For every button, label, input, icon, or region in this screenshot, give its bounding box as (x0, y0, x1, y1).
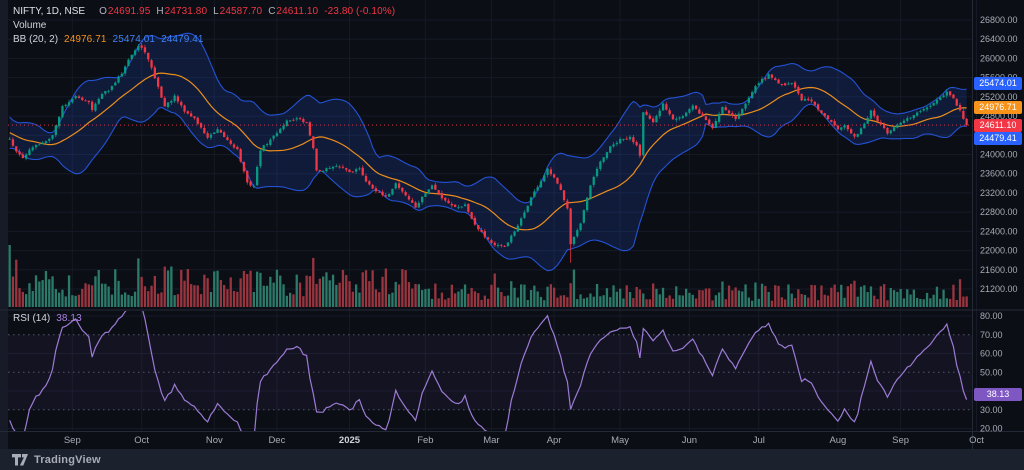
svg-text:30.00: 30.00 (980, 405, 1003, 415)
bb-basis-badge: 24976.71 (974, 101, 1022, 115)
bb-upper-value: 25474.01 (112, 34, 156, 45)
tradingview-brand-text[interactable]: TradingView (34, 453, 101, 466)
symbol-legend-row[interactable]: NIFTY, 1D, NSE O 24691.95 H 24731.80 L 2… (13, 5, 395, 18)
svg-text:24800.00: 24800.00 (980, 111, 1018, 121)
svg-text:Apr: Apr (547, 435, 562, 446)
svg-text:25200.00: 25200.00 (980, 92, 1018, 102)
svg-text:22000.00: 22000.00 (980, 246, 1018, 256)
svg-text:60.00: 60.00 (980, 349, 1003, 359)
svg-text:Sep: Sep (892, 435, 909, 446)
svg-text:20.00: 20.00 (980, 424, 1003, 434)
bb-basis-value: 24976.71 (64, 34, 107, 45)
rsi-value-badge: 38.13 (974, 388, 1022, 401)
low-label: L (213, 6, 219, 17)
svg-text:Feb: Feb (417, 435, 433, 446)
close-label: C (268, 6, 276, 17)
svg-text:80.00: 80.00 (980, 311, 1003, 321)
svg-text:70.00: 70.00 (980, 330, 1003, 340)
price-axis-labels[interactable]: 26800.0026400.0026000.0025600.0025200.00… (980, 15, 1018, 294)
svg-text:22800.00: 22800.00 (980, 207, 1018, 217)
svg-text:26800.00: 26800.00 (980, 15, 1018, 25)
svg-text:Mar: Mar (483, 435, 499, 446)
svg-text:23200.00: 23200.00 (980, 188, 1018, 198)
volume-bars-group (8, 245, 968, 307)
bb-upper-badge: 25474.01 (974, 77, 1022, 91)
footer-bar: TradingView (0, 449, 1024, 470)
symbol-title: NIFTY, 1D, NSE (13, 6, 86, 17)
open-label: O (99, 6, 107, 17)
svg-text:May: May (611, 435, 629, 446)
bollinger-upper-line (9, 32, 967, 204)
svg-text:21600.00: 21600.00 (980, 265, 1018, 275)
svg-text:26000.00: 26000.00 (980, 53, 1018, 63)
candles-group (8, 42, 968, 263)
svg-text:Aug: Aug (829, 435, 846, 446)
chart-canvas[interactable]: 26800.0026400.0026000.0025600.0025200.00… (0, 0, 1024, 449)
tradingview-logo-icon[interactable] (12, 453, 28, 466)
svg-text:23600.00: 23600.00 (980, 169, 1018, 179)
low-value: 24587.70 (219, 6, 263, 17)
volume-label: Volume (13, 20, 47, 31)
svg-text:Jul: Jul (753, 435, 765, 446)
time-axis-labels[interactable]: Sep Oct Nov Dec 2025 Feb Mar Apr May Jun Jul Aug Sep… (64, 435, 984, 446)
rsi-value: 38.13 (56, 312, 82, 324)
svg-text:Jun: Jun (682, 435, 697, 446)
rsi-label: RSI (14) (13, 312, 51, 324)
rsi-line (9, 311, 968, 431)
bollinger-band (9, 32, 967, 272)
change-value: -23.80 (-0.10%) (324, 6, 396, 17)
svg-text:Oct: Oct (134, 435, 149, 446)
high-label: H (156, 6, 164, 17)
svg-text:Oct: Oct (969, 435, 984, 446)
open-value: 24691.95 (107, 6, 151, 17)
left-toolbar-strip (0, 0, 8, 449)
svg-text:50.00: 50.00 (980, 367, 1003, 377)
bb-label: BB (20, 2) (13, 34, 59, 45)
bb-lower-value: 24479.41 (161, 34, 204, 45)
panel-separators (0, 0, 1024, 449)
bb-legend-row[interactable]: BB (20, 2) 24976.71 25474.01 24479.41 (13, 33, 395, 46)
svg-text:24000.00: 24000.00 (980, 150, 1018, 160)
volume-legend-row[interactable]: Volume (13, 19, 395, 32)
svg-text:Nov: Nov (206, 435, 223, 446)
bollinger-band-fill (9, 33, 967, 271)
rsi-legend-row[interactable]: RSI (14) 38.13 (13, 312, 82, 324)
svg-text:Sep: Sep (64, 435, 81, 446)
rsi-zone (8, 334, 972, 411)
svg-text:22400.00: 22400.00 (980, 226, 1018, 236)
bollinger-basis-line (9, 72, 967, 231)
last-price-badge: 24611.10 (974, 118, 1022, 132)
chart-legend: NIFTY, 1D, NSE O 24691.95 H 24731.80 L 2… (13, 5, 395, 47)
close-value: 24611.10 (276, 6, 319, 17)
rsi-axis-labels[interactable]: 80.00 70.00 60.00 50.00 30.00 20.00 (980, 311, 1003, 434)
high-value: 24731.80 (164, 6, 208, 17)
svg-text:2025: 2025 (339, 435, 361, 446)
svg-text:26400.00: 26400.00 (980, 34, 1018, 44)
bollinger-lower-line (9, 103, 967, 272)
svg-text:21200.00: 21200.00 (980, 284, 1018, 294)
bb-lower-badge: 24479.41 (974, 132, 1022, 146)
svg-text:Dec: Dec (268, 435, 285, 446)
